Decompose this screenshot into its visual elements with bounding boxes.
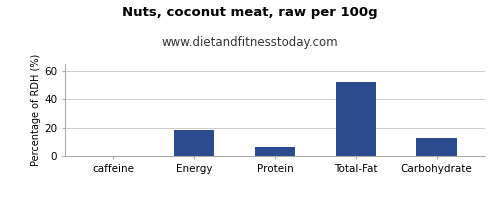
Y-axis label: Percentage of RDH (%): Percentage of RDH (%) xyxy=(32,54,42,166)
Text: Nuts, coconut meat, raw per 100g: Nuts, coconut meat, raw per 100g xyxy=(122,6,378,19)
Text: www.dietandfitnesstoday.com: www.dietandfitnesstoday.com xyxy=(162,36,338,49)
Bar xyxy=(174,130,214,156)
Bar xyxy=(416,138,457,156)
Bar xyxy=(255,147,295,156)
Bar xyxy=(336,82,376,156)
